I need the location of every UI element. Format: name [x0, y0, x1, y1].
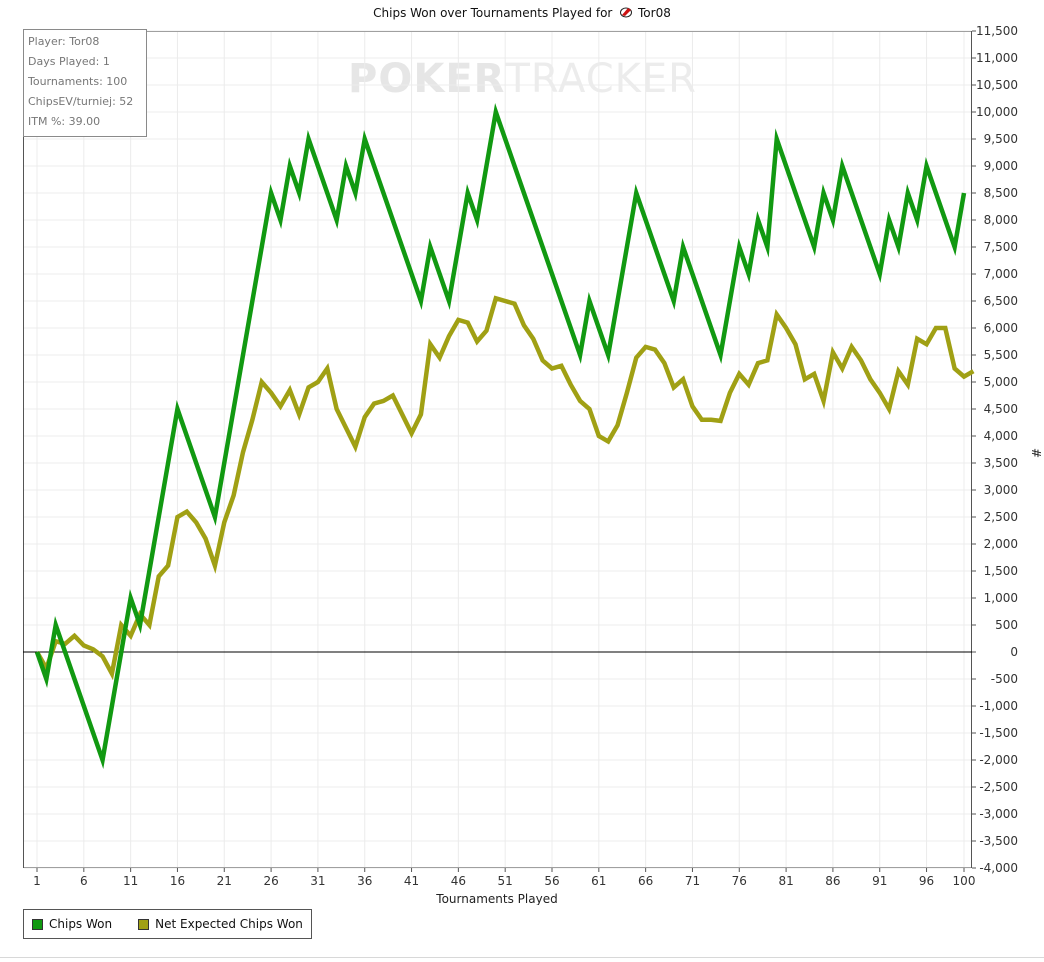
player-stats-box: Player: Tor08 Days Played: 1 Tournaments… — [23, 29, 147, 137]
x-tick-label: 56 — [544, 874, 559, 888]
y-tick-label: -3,000 — [979, 807, 1018, 821]
y-tick-label: 3,000 — [984, 483, 1018, 497]
y-tick-label: 8,500 — [984, 186, 1018, 200]
chart-title-text: Chips Won over Tournaments Played for — [373, 6, 613, 20]
y-tick-label: 1,000 — [984, 591, 1018, 605]
y-tick-label: 8,000 — [984, 213, 1018, 227]
x-tick-label: 46 — [451, 874, 466, 888]
stat-itm: ITM %: 39.00 — [28, 115, 101, 128]
chart-legend: Chips Won Net Expected Chips Won — [23, 909, 312, 939]
stat-player: Player: Tor08 — [28, 35, 100, 48]
x-tick-layer: 1 6 11 16 21 26 31 36 41 46 51 56 61 66 71 76 81 86 91 96 10… — [33, 868, 975, 888]
x-tick-label: 100 — [953, 874, 976, 888]
x-tick-label: 31 — [310, 874, 325, 888]
series-line-chips-won — [34, 103, 967, 769]
x-tick-label: 71 — [685, 874, 700, 888]
legend-item-chips-won[interactable]: Chips Won — [32, 917, 112, 931]
series-layer — [34, 103, 975, 769]
x-tick-label: 51 — [498, 874, 513, 888]
y-tick-label: 0 — [1010, 645, 1018, 659]
y-tick-label: 7,500 — [984, 240, 1018, 254]
legend-item-net-expected[interactable]: Net Expected Chips Won — [138, 917, 303, 931]
x-tick-label: 21 — [217, 874, 232, 888]
y-tick-label: 1,500 — [984, 564, 1018, 578]
x-tick-label: 11 — [123, 874, 138, 888]
x-tick-label: 66 — [638, 874, 653, 888]
y-tick-label: 10,500 — [976, 78, 1018, 92]
bottom-divider — [0, 957, 1044, 958]
x-tick-label: 26 — [263, 874, 278, 888]
chart-title-player: Tor08 — [638, 6, 671, 20]
y-tick-label: 9,500 — [984, 132, 1018, 146]
x-tick-label: 61 — [591, 874, 606, 888]
pokertracker-watermark: POKERTRACKER — [348, 56, 697, 102]
x-axis-title: Tournaments Played — [435, 892, 557, 905]
y-tick-label: 4,000 — [984, 429, 1018, 443]
x-tick-label: 16 — [170, 874, 185, 888]
x-tick-label: 96 — [919, 874, 934, 888]
y-tick-label: -3,500 — [979, 834, 1018, 848]
y-tick-label: 4,500 — [984, 402, 1018, 416]
y-tick-label: -1,500 — [979, 726, 1018, 740]
x-tick-label: 1 — [33, 874, 41, 888]
y-tick-label: 11,000 — [976, 51, 1018, 65]
y-tick-label: 2,000 — [984, 537, 1018, 551]
y-tick-label: -2,500 — [979, 780, 1018, 794]
x-tick-label: 91 — [872, 874, 887, 888]
stat-chips-ev: ChipsEV/turniej: 52 — [28, 95, 134, 108]
y-tick-layer: -4,000 -3,500 -3,000 -2,500 -2,000 -1,500 -1,0… — [972, 24, 1018, 875]
y-tick-label: 500 — [995, 618, 1018, 632]
x-tick-label: 6 — [80, 874, 88, 888]
y-tick-label: 6,500 — [984, 294, 1018, 308]
y-tick-label: 2,500 — [984, 510, 1018, 524]
y-tick-label: -4,000 — [979, 861, 1018, 875]
y-tick-label: -2,000 — [979, 753, 1018, 767]
y-tick-label: 6,000 — [984, 321, 1018, 335]
grid-layer — [24, 30, 971, 869]
series-line-net-expected — [35, 295, 975, 681]
x-tick-label: 76 — [732, 874, 747, 888]
legend-label-chips-won: Chips Won — [49, 917, 113, 931]
chart-title: Chips Won over Tournaments Played for To… — [0, 6, 1044, 20]
y-tick-label: 9,000 — [984, 159, 1018, 173]
player-site-icon — [620, 7, 633, 18]
y-tick-label: 11,500 — [976, 24, 1018, 38]
y-axis-title: # — [1029, 448, 1043, 458]
chart-svg: -4,000 -3,500 -3,000 -2,500 -2,000 -1,500 -1,0… — [23, 24, 1043, 905]
x-tick-label: 41 — [404, 874, 419, 888]
y-tick-label: -1,000 — [979, 699, 1018, 713]
x-tick-label: 81 — [778, 874, 793, 888]
y-tick-label: 5,000 — [984, 375, 1018, 389]
y-tick-label: -500 — [991, 672, 1018, 686]
y-tick-label: 3,500 — [984, 456, 1018, 470]
legend-swatch-chips-won — [32, 918, 43, 930]
x-tick-label: 36 — [357, 874, 372, 888]
y-tick-label: 10,000 — [976, 105, 1018, 119]
stat-days-played: Days Played: 1 — [28, 55, 110, 68]
stat-tournaments: Tournaments: 100 — [28, 75, 128, 88]
y-tick-label: 5,500 — [984, 348, 1018, 362]
legend-label-net-expected: Net Expected Chips Won — [155, 917, 303, 931]
y-tick-label: 7,000 — [984, 267, 1018, 281]
legend-swatch-net-expected — [138, 918, 150, 930]
x-tick-label: 86 — [825, 874, 840, 888]
